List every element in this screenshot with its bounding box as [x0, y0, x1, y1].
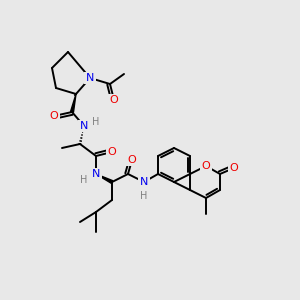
Text: H: H	[80, 175, 88, 185]
Text: N: N	[140, 177, 148, 187]
Polygon shape	[96, 174, 113, 183]
Text: N: N	[80, 121, 88, 131]
Text: O: O	[110, 95, 118, 105]
Text: O: O	[202, 161, 210, 171]
Text: N: N	[86, 73, 94, 83]
Polygon shape	[70, 94, 76, 112]
Text: H: H	[92, 117, 100, 127]
Text: O: O	[108, 147, 116, 157]
Text: N: N	[92, 169, 100, 179]
Text: O: O	[50, 111, 58, 121]
Text: O: O	[128, 155, 136, 165]
Text: O: O	[230, 163, 238, 173]
Text: H: H	[140, 191, 148, 201]
